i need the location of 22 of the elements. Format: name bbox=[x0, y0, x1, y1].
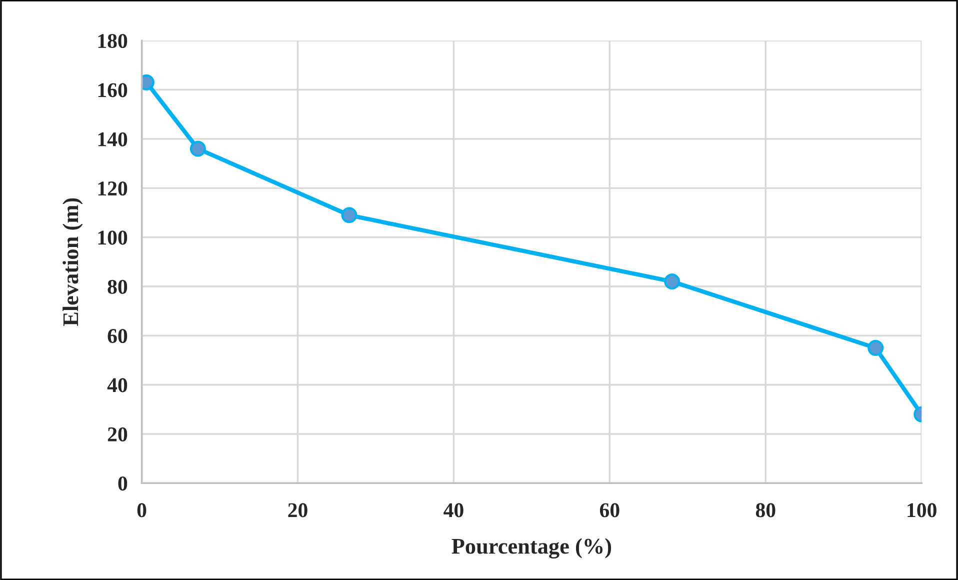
y-tick-label: 120 bbox=[98, 181, 128, 196]
x-tick-label: 0 bbox=[137, 503, 146, 518]
point bbox=[190, 140, 206, 157]
y-tick-label: 80 bbox=[108, 280, 128, 294]
point bbox=[664, 274, 680, 290]
x-tick-label: 40 bbox=[444, 503, 464, 518]
y-tick-label: 180 bbox=[98, 34, 128, 48]
y-tick-label: 0 bbox=[118, 476, 128, 491]
x-tick-label: 80 bbox=[756, 503, 776, 518]
y-tick-label: 20 bbox=[108, 427, 128, 442]
x-tick-label: 20 bbox=[288, 503, 308, 518]
x-tick-label: 100 bbox=[908, 503, 936, 518]
y-tick-label: 60 bbox=[108, 329, 128, 344]
y-tick-label: 160 bbox=[98, 83, 128, 98]
y-tick-label: 40 bbox=[107, 378, 128, 392]
y-tick-label: 100 bbox=[98, 230, 128, 245]
point bbox=[868, 340, 884, 356]
y-axis-title: Elevation (m) bbox=[62, 198, 83, 326]
x-tick-label: 60 bbox=[600, 503, 620, 518]
y-tick-label: 140 bbox=[98, 132, 128, 146]
x-axis-title: Pourcentage (%) bbox=[452, 538, 612, 558]
point bbox=[341, 207, 358, 224]
